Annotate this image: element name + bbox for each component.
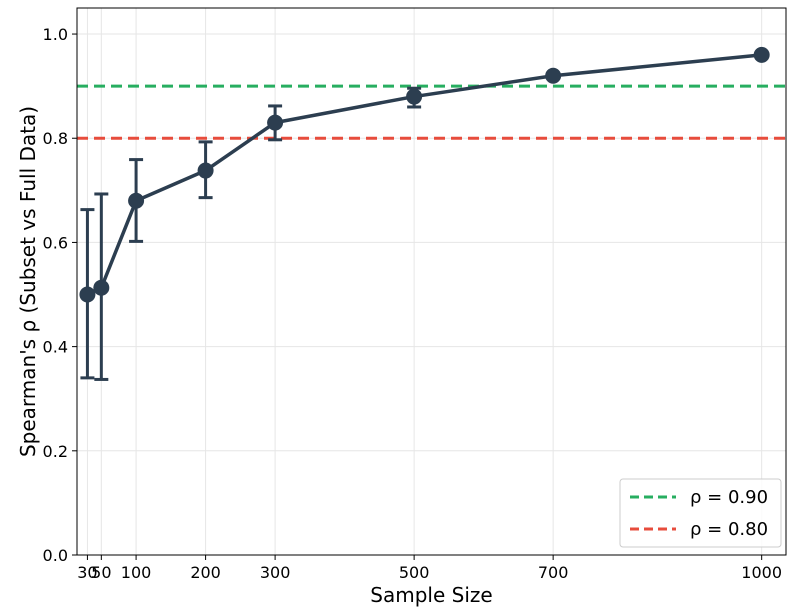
data-point bbox=[128, 192, 145, 209]
data-point bbox=[93, 279, 110, 296]
y-axis-title: Spearman's ρ (Subset vs Full Data) bbox=[16, 106, 40, 457]
x-tick-label: 1000 bbox=[741, 563, 782, 582]
x-tick-label: 700 bbox=[538, 563, 569, 582]
x-tick-label: 200 bbox=[190, 563, 221, 582]
x-axis-title: Sample Size bbox=[370, 583, 492, 607]
y-tick-label: 0.0 bbox=[43, 546, 68, 565]
legend-label-rho-090: ρ = 0.90 bbox=[690, 487, 768, 508]
data-series bbox=[79, 46, 770, 303]
data-point bbox=[753, 46, 770, 63]
y-tick-label: 0.2 bbox=[43, 442, 68, 461]
x-tick-label: 50 bbox=[91, 563, 111, 582]
x-tick-label: 30 bbox=[77, 563, 97, 582]
y-tick-label: 1.0 bbox=[43, 25, 68, 44]
legend-label-rho-080: ρ = 0.80 bbox=[690, 519, 768, 540]
data-point bbox=[267, 114, 284, 131]
x-tick-label: 300 bbox=[260, 563, 291, 582]
y-tick-label: 0.8 bbox=[43, 129, 68, 148]
data-point bbox=[545, 67, 562, 84]
data-point bbox=[197, 162, 214, 179]
y-axis-ticks: 0.0 0.2 0.4 0.6 0.8 1.0 bbox=[43, 25, 77, 565]
data-point bbox=[406, 88, 423, 105]
series-line bbox=[86, 53, 762, 297]
x-tick-label: 500 bbox=[399, 563, 430, 582]
legend: ρ = 0.90 ρ = 0.80 bbox=[619, 478, 782, 548]
x-tick-label: 100 bbox=[121, 563, 152, 582]
y-tick-label: 0.4 bbox=[43, 338, 68, 357]
data-point bbox=[79, 286, 96, 303]
y-tick-label: 0.6 bbox=[43, 233, 68, 252]
plot-frame bbox=[76, 7, 787, 556]
